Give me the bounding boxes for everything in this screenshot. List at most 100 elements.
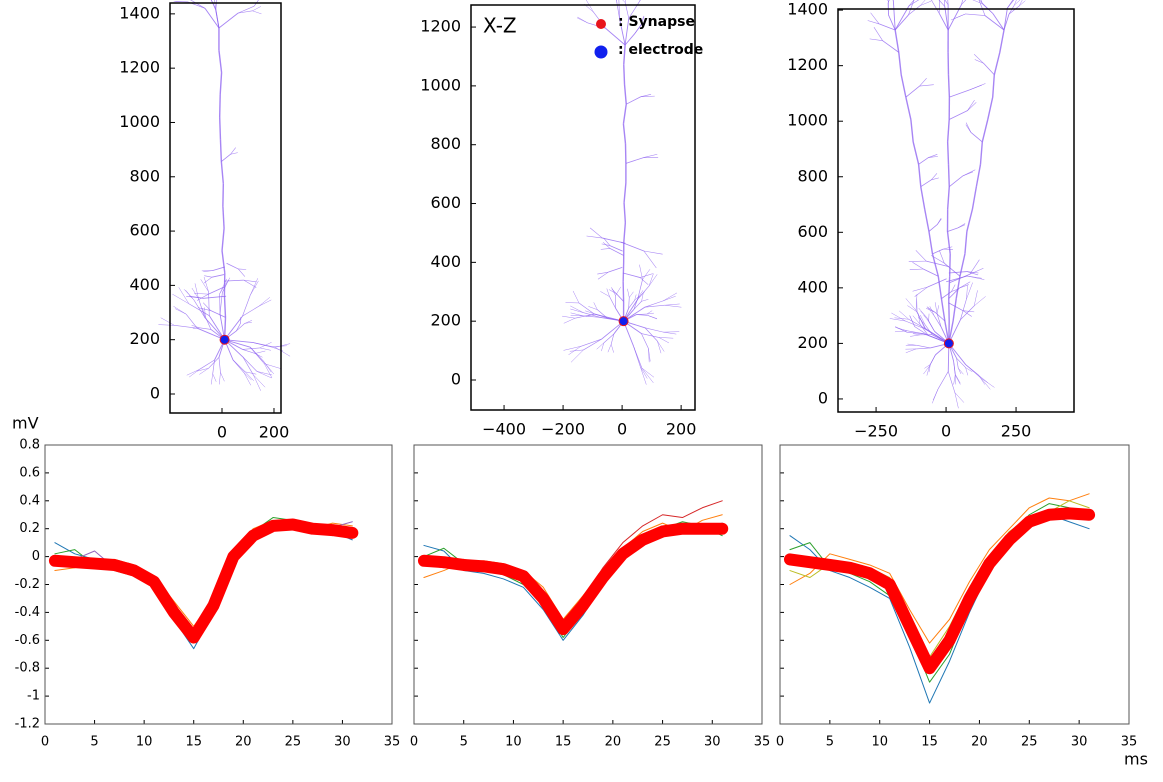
dendrite [929,354,936,367]
dendrite [204,307,206,318]
dendrite [905,85,920,98]
dendrite [908,0,915,16]
dendrite [243,279,257,283]
dendrite [949,175,964,188]
x-tick-label: 35 [1121,735,1138,750]
dendrite [610,333,615,345]
dendrite [959,281,971,289]
dendrite [158,324,175,326]
x-tick-label: 25 [285,735,302,750]
dendrite [967,102,977,111]
dendrite [219,292,223,315]
dendrite [993,52,1001,75]
dendrite [188,295,204,299]
dendrite [252,10,262,15]
dendrite [605,28,626,46]
dendrite [259,347,271,351]
trace [789,500,1090,658]
dendrite [218,357,221,373]
dendrite [588,306,598,310]
dendrite [597,271,609,280]
y-tick-label: 0.2 [19,521,40,536]
dendrite [238,268,247,270]
dendrite [905,320,926,330]
dendrite [869,38,883,41]
dendrite [923,365,930,375]
dendrite [253,374,261,391]
dendrite [924,208,930,232]
dendrite [609,248,624,256]
dendrite [626,96,642,105]
dendrite [966,208,974,232]
dendrite [947,164,950,187]
dendrite [174,325,198,329]
dendrite [618,0,620,19]
dendrite [637,279,643,300]
dendrite [882,40,900,53]
dendrite [640,367,647,385]
dendrite [948,276,951,299]
dendrite [218,117,222,140]
dendrite [867,20,880,25]
dendrite [628,300,635,309]
dendrite [971,186,978,210]
axes-frame [169,2,282,414]
dendrite [203,295,227,299]
y-tick-label: -0.6 [15,633,40,648]
dendrite [926,260,949,267]
dendrite [622,0,626,3]
dendrite [1014,0,1017,6]
x-tick-label: −250 [854,422,898,441]
dendrite [914,326,929,336]
dendrite [624,18,630,46]
dendrite [580,338,602,347]
dendrite [920,314,926,325]
dendrite [917,164,922,187]
axes-frame [837,8,1075,413]
dendrite [907,330,925,335]
axes-frame [413,444,763,725]
dendrite [622,123,627,144]
dendrite [939,250,945,264]
dendrite [204,8,220,29]
dendrite [907,305,918,313]
legend-label: : Synapse [618,14,695,30]
dendrite [255,350,266,354]
dendrite [223,295,227,318]
dendrite [194,293,209,295]
dendrite [212,373,217,382]
x-tick-label: 0 [776,735,784,750]
dendrite [648,274,658,287]
plot-area [158,0,291,391]
dendrite [948,271,967,274]
dendrite [594,313,608,319]
dendrite [953,361,956,375]
dendrite [643,154,658,158]
x-tick-label: 200 [259,423,290,442]
dendrite [944,262,961,277]
dendrite [644,327,664,333]
dendrite [204,275,212,278]
dendrite [218,12,239,29]
y-tick-label: 0 [150,383,160,402]
y-tick-label: 800 [797,166,828,185]
dendrite [603,237,611,246]
x-tick-label: 0 [941,422,951,441]
dendrite [954,392,959,409]
dendrite [969,259,980,275]
dendrite [222,277,231,293]
dendrite [905,97,912,120]
dendrite [949,273,970,283]
dendrite [641,333,649,349]
dendrite [641,367,655,378]
dendrite [959,284,969,289]
dendrite [947,371,956,393]
dendrite [256,371,273,376]
x-tick-label: 5 [460,735,468,750]
dendrite [940,298,946,322]
dendrite [949,110,968,120]
dendrite [657,340,662,354]
dendrite [647,315,658,320]
dendrite [887,0,890,4]
y-tick-label: 0 [451,370,461,389]
